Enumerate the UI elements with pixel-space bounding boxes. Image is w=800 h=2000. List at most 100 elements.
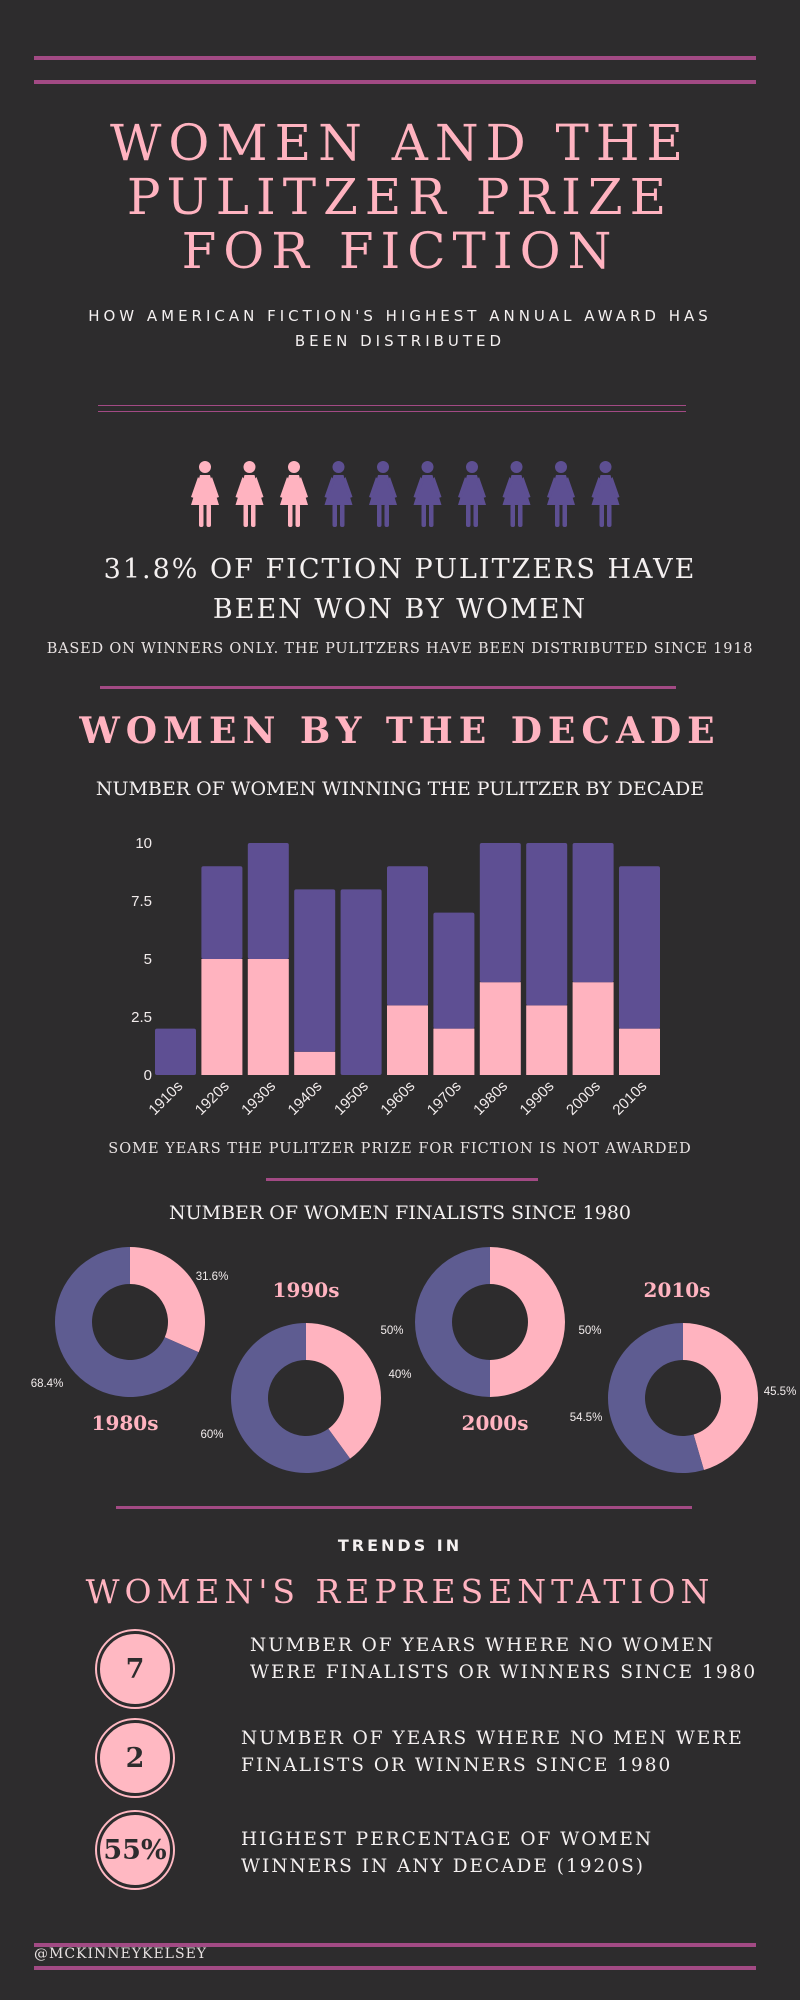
y-tick-label: 0 (144, 1067, 152, 1084)
donut-men-pct-label: 54.5% (570, 1412, 603, 1424)
y-tick-label: 10 (135, 835, 152, 852)
x-tick-label: 1990s (517, 1078, 558, 1119)
bar-segment-1950s-1 (340, 889, 382, 1075)
bar-segment-1980s-1 (479, 843, 521, 983)
bar-segment-1930s-1 (247, 843, 289, 959)
bar-segment-1920s-0 (201, 959, 243, 1075)
bar-segment-1940s-0 (294, 1051, 336, 1075)
trend-text-3-line-1: HIGHEST PERCENTAGE OF WOMEN (241, 1829, 654, 1850)
trend-text-1-line-1: NUMBER OF YEARS WHERE NO WOMEN (250, 1635, 716, 1656)
top-rule-1 (34, 56, 756, 60)
y-tick-label: 7.5 (131, 893, 152, 910)
trend-text-3: HIGHEST PERCENTAGE OF WOMEN WINNERS IN A… (241, 1826, 653, 1880)
stat-divider (100, 686, 676, 689)
bar-segment-2000s-0 (572, 982, 614, 1075)
bottom-rule-2 (34, 1966, 756, 1970)
donut-women-slice-1990s (306, 1323, 381, 1459)
top-rule-2 (34, 80, 756, 84)
bar-segment-2010s-0 (619, 1028, 660, 1075)
bar-segment-1980s-0 (479, 982, 521, 1075)
women-icon-row (191, 461, 620, 527)
x-tick-label: 1930s (238, 1078, 279, 1119)
woman-figure-icon (280, 461, 308, 527)
y-tick-label: 2.5 (131, 1009, 152, 1026)
trend-value-circle-1: 7 (97, 1631, 173, 1707)
woman-figure-icon (458, 461, 486, 527)
x-tick-label: 1920s (192, 1078, 233, 1119)
woman-figure-icon (591, 461, 620, 527)
donut-decade-label: 1980s (92, 1411, 159, 1435)
donut-women-pct-label: 50% (578, 1325, 601, 1337)
woman-figure-icon (191, 461, 219, 527)
woman-figure-icon (324, 461, 353, 527)
footer-handle: @MCKINNEYKELSEY (34, 1946, 208, 1962)
x-tick-label: 1940s (285, 1078, 326, 1119)
decade-section-title: WOMEN BY THE DECADE (79, 710, 721, 752)
donut-men-slice-2010s (608, 1323, 704, 1473)
trend-text-3-line-2: WINNERS IN ANY DECADE (1920S) (241, 1856, 645, 1877)
bar-segment-1990s-0 (526, 1005, 568, 1075)
x-tick-label: 1950s (331, 1078, 372, 1119)
bar-segment-1960s-0 (387, 1005, 428, 1075)
trends-title: WOMEN'S REPRESENTATION (85, 1572, 715, 1611)
bar-segment-1960s-1 (387, 866, 428, 1006)
donut-decade-label: 2010s (644, 1278, 711, 1302)
donut-women-slice-1980s (130, 1247, 205, 1353)
bar-segment-1930s-0 (247, 959, 289, 1075)
donut-women-pct-label: 40% (388, 1369, 411, 1381)
trend-value-circle-2: 2 (97, 1720, 173, 1796)
chart-divider (266, 1178, 538, 1181)
finalists-donut-charts: 1980s 31.6% 68.4% 1990s 40% 60% 2000s 50% 50% 201… (31, 1247, 797, 1473)
donut-decade-label: 2000s (462, 1411, 529, 1435)
x-tick-label: 2010s (609, 1078, 650, 1119)
page-title: WOMEN AND THE PULITZER PRIZE FOR FICTION (0, 116, 800, 278)
x-tick-label: 1980s (470, 1078, 511, 1119)
donut-women-pct-label: 45.5% (764, 1386, 797, 1398)
donut-men-slice-1990s (230, 1323, 351, 1473)
trend-text-2: NUMBER OF YEARS WHERE NO MEN WERE FINALI… (241, 1725, 744, 1779)
bar-segment-1920s-1 (201, 866, 243, 959)
woman-figure-icon (235, 461, 264, 527)
bar-chart-note: SOME YEARS THE PULITZER PRIZE FOR FICTIO… (108, 1141, 692, 1157)
women-win-stat: 31.8% OF FICTION PULITZERS HAVE BEEN WON… (0, 550, 800, 630)
bar-segment-1970s-1 (433, 912, 475, 1029)
donut-women-pct-label: 31.6% (196, 1271, 229, 1283)
header-divider (98, 405, 686, 412)
donut-men-slice-2000s (414, 1247, 490, 1397)
trend-text-2-line-2: FINALISTS OR WINNERS SINCE 1980 (241, 1755, 673, 1776)
y-tick-label: 5 (144, 951, 152, 968)
donut-women-slice-2010s (683, 1323, 759, 1471)
stat-note: BASED ON WINNERS ONLY. THE PULITZERS HAV… (46, 641, 754, 657)
donut-women-slice-2000s (490, 1247, 565, 1397)
title-line-1: WOMEN AND THE (109, 114, 690, 172)
bar-segment-1970s-0 (433, 1028, 475, 1075)
donut-decade-label: 1990s (273, 1278, 340, 1302)
donut-divider (116, 1506, 692, 1509)
bottom-rule-1 (34, 1943, 756, 1947)
title-line-2: PULITZER PRIZE (126, 168, 674, 226)
bar-segment-2010s-1 (619, 866, 660, 1029)
donut-men-pct-label: 50% (380, 1325, 403, 1337)
woman-figure-icon (502, 461, 531, 527)
title-line-3: FOR FICTION (181, 222, 619, 280)
bar-chart-title: NUMBER OF WOMEN WINNING THE PULITZER BY … (95, 778, 705, 800)
page-subtitle: HOW AMERICAN FICTION'S HIGHEST ANNUAL AW… (88, 307, 712, 350)
x-tick-label: 1970s (424, 1078, 465, 1119)
woman-figure-icon (369, 461, 397, 527)
stat-line-2: BEEN WON BY WOMEN (212, 594, 588, 625)
finalists-title: NUMBER OF WOMEN FINALISTS SINCE 1980 (168, 1202, 631, 1224)
trends-kicker: TRENDS IN (337, 1536, 463, 1555)
trend-text-1: NUMBER OF YEARS WHERE NO WOMEN WERE FINA… (250, 1632, 757, 1686)
woman-figure-icon (413, 461, 442, 527)
stat-line-1: 31.8% OF FICTION PULITZERS HAVE (103, 554, 697, 585)
trend-text-1-line-2: WERE FINALISTS OR WINNERS SINCE 1980 (250, 1662, 758, 1683)
bar-segment-1990s-1 (526, 843, 568, 1006)
bar-segment-2000s-1 (572, 843, 614, 983)
bar-segment-1910s-1 (155, 1028, 196, 1075)
donut-men-slice-1980s (54, 1247, 199, 1397)
woman-figure-icon (547, 461, 575, 527)
trend-value-circle-3: 55% (97, 1812, 173, 1888)
trend-text-2-line-1: NUMBER OF YEARS WHERE NO MEN WERE (241, 1728, 744, 1749)
x-tick-label: 2000s (563, 1078, 604, 1119)
